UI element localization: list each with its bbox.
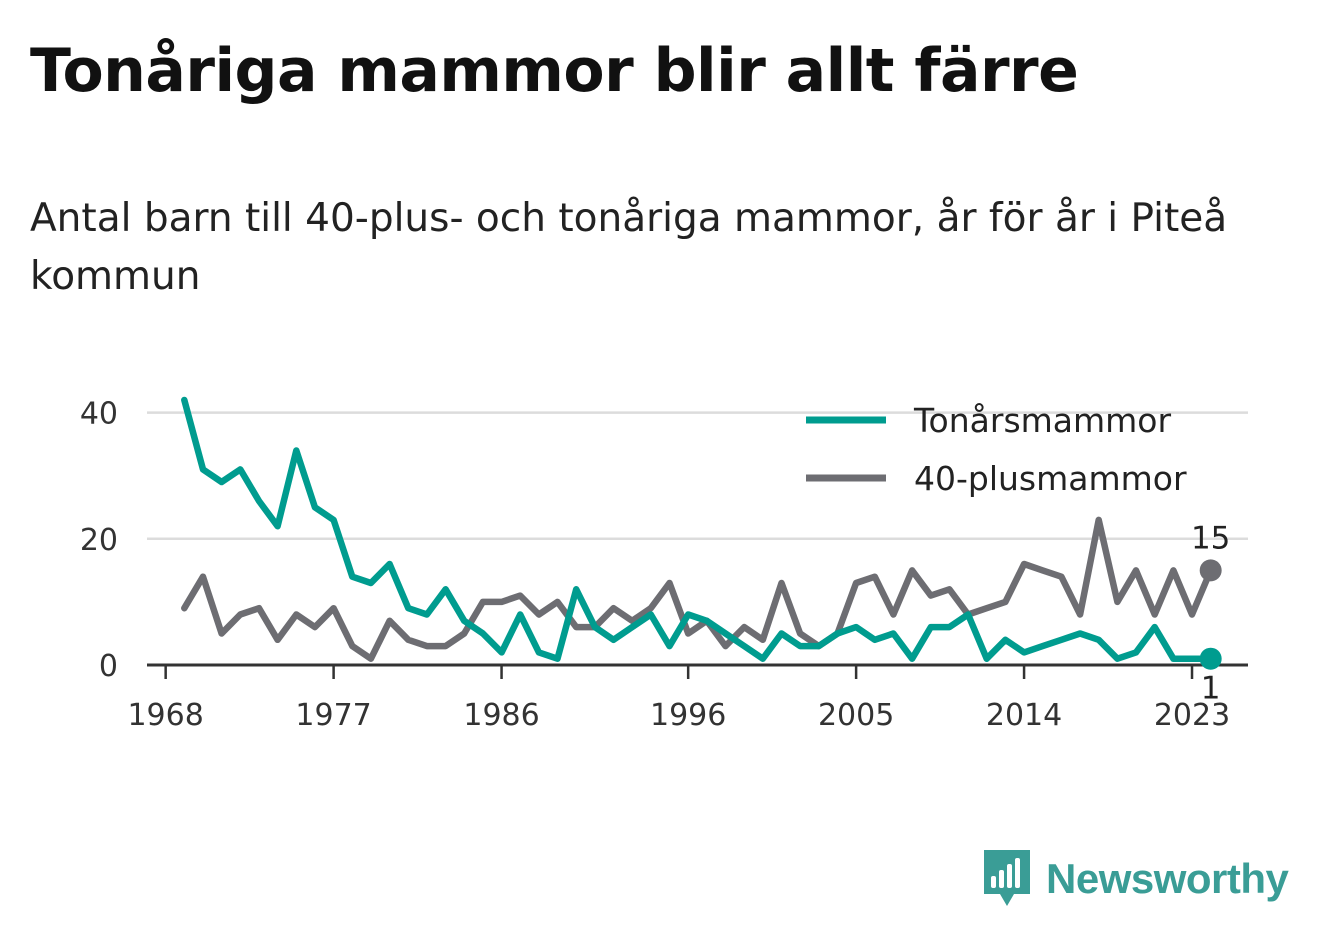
x-axis: 1968 1977 1986 1996 2005 2014 2023 (127, 663, 1248, 733)
y-axis-ticks: 0 20 40 (80, 397, 118, 684)
legend-label: 40-plusmammor (914, 459, 1187, 498)
legend-label: Tonårsmammor (913, 401, 1171, 440)
newsworthy-icon (984, 850, 1030, 906)
end-label-teen: 1 (1201, 671, 1221, 707)
x-tick-label: 1986 (463, 698, 539, 733)
end-point-teen (1199, 647, 1222, 670)
y-tick-label: 40 (80, 397, 118, 432)
y-tick-label: 20 (80, 523, 118, 558)
chart-subtitle: Antal barn till 40-plus- och tonåriga ma… (30, 196, 1228, 299)
y-tick-label: 0 (99, 649, 118, 684)
x-tick-label: 2014 (986, 698, 1062, 733)
series-line-teen (181, 396, 1214, 662)
series-lines (181, 396, 1214, 662)
x-tick-label: 1977 (295, 698, 371, 733)
series-line-forty (181, 516, 1214, 662)
chart-title: Tonåriga mammor blir allt färre (30, 36, 1079, 106)
legend: Tonårsmammor 40-plusmammor (806, 401, 1187, 498)
x-tick-label: 1968 (127, 698, 203, 733)
brand-name: Newsworthy (1046, 855, 1289, 902)
end-label-forty: 15 (1191, 520, 1230, 556)
end-labels: 1 15 (1191, 520, 1230, 706)
x-tick-label: 2023 (1154, 698, 1230, 733)
x-tick-label: 2005 (818, 698, 894, 733)
end-point-forty (1199, 559, 1222, 582)
newsworthy-logo: Newsworthy (980, 848, 1289, 910)
x-tick-label: 1996 (650, 698, 726, 733)
gridlines (147, 411, 1248, 541)
